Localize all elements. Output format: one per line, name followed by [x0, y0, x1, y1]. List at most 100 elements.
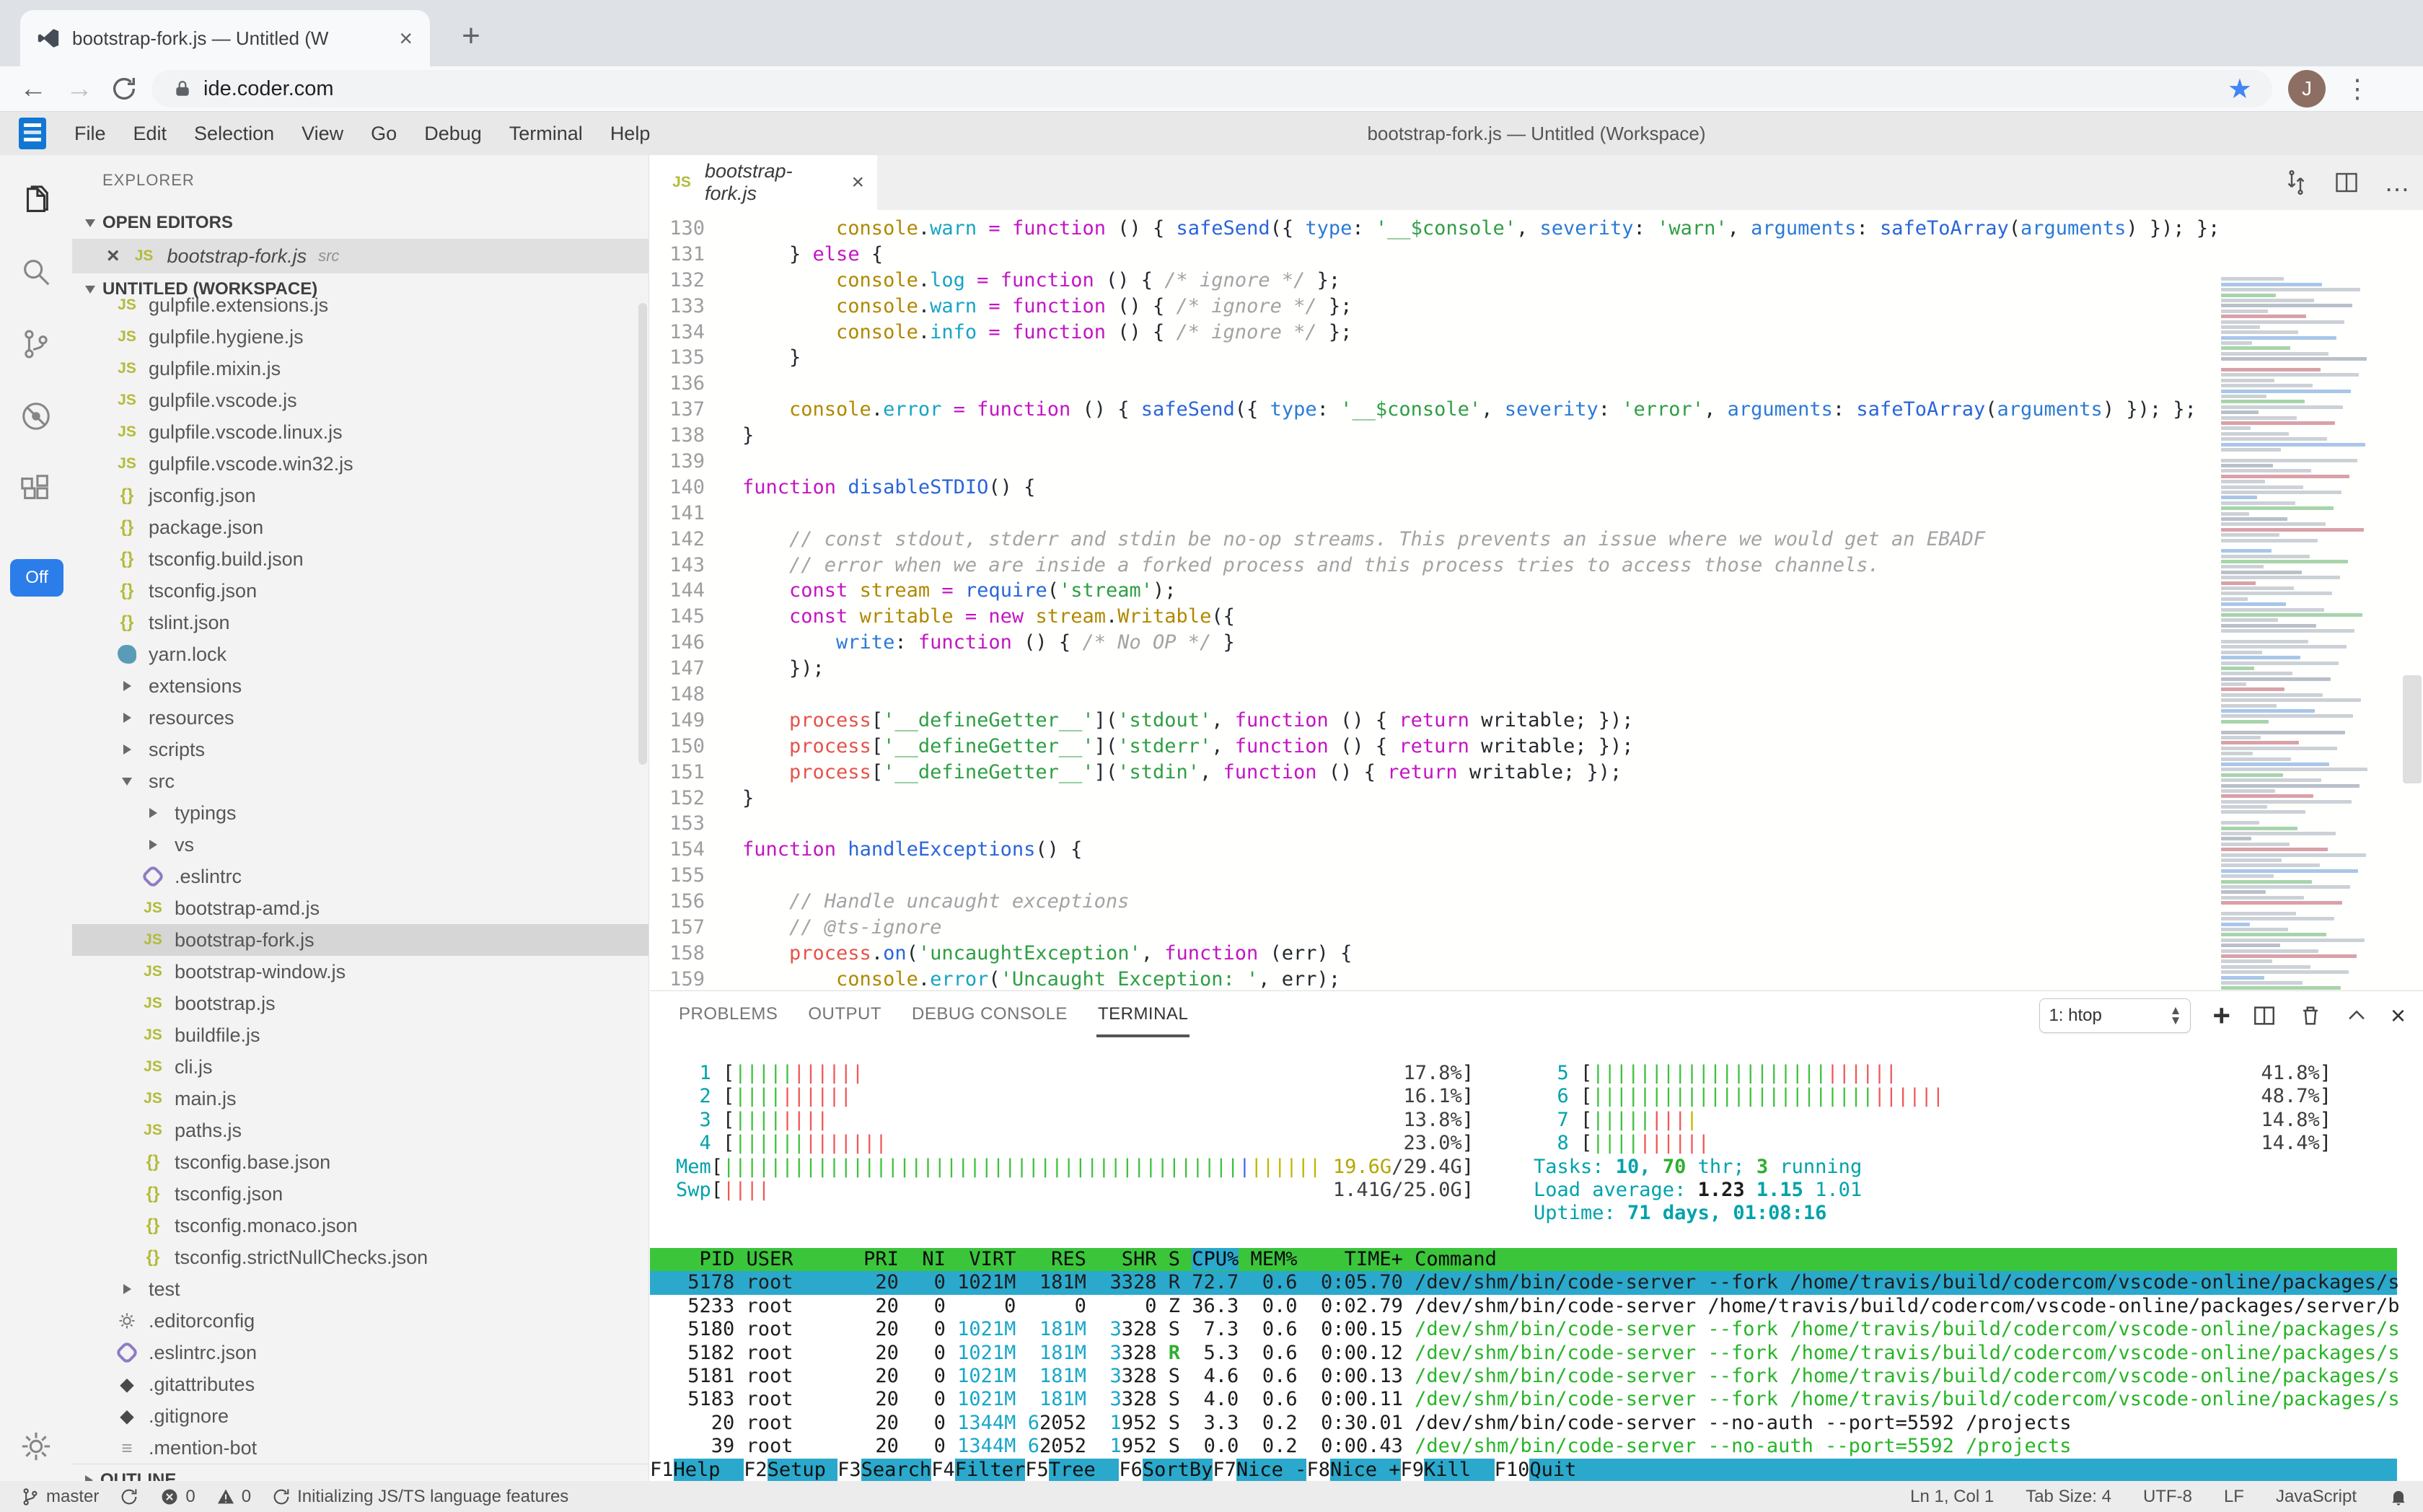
close-icon[interactable]: ×: [107, 244, 120, 268]
tree-folder-extensions[interactable]: extensions: [72, 670, 648, 702]
close-panel-icon[interactable]: ×: [2390, 1001, 2406, 1030]
tree-item-gulpfile.extensions.js[interactable]: JS gulpfile.extensions.js: [118, 296, 329, 316]
tree-item-jsconfig.json[interactable]: {} jsconfig.json: [120, 484, 256, 506]
htop-process-row[interactable]: 5181 root 20 0 1021M 181M 3328 S 4.6 0.6…: [676, 1364, 2400, 1387]
status-0[interactable]: 0: [159, 1487, 195, 1507]
terminal-htop[interactable]: 1 [||||| |||||| 17.8%] 2 [|||| |||||| 16.1%]…: [650, 1040, 2423, 1482]
panel-tab-output[interactable]: OUTPUT: [808, 1004, 882, 1024]
menu-go[interactable]: Go: [371, 122, 397, 144]
off-badge[interactable]: Off: [10, 559, 63, 597]
open-editors-header[interactable]: OPEN EDITORS: [72, 207, 648, 239]
fkey-F8[interactable]: F8: [1306, 1459, 1330, 1481]
settings-gear-icon[interactable]: [0, 1412, 72, 1481]
open-changes-icon[interactable]: [2283, 170, 2309, 195]
tree-item-tsconfig.base.json[interactable]: {} tsconfig.base.json: [146, 1151, 331, 1173]
tree-item-gulpfile.vscode.js[interactable]: JS gulpfile.vscode.js: [118, 389, 297, 411]
back-button[interactable]: ←: [19, 73, 47, 104]
htop-process-row[interactable]: 39 root 20 0 1344M 62052 1952 S 0.0 0.2 …: [676, 1435, 2072, 1458]
fkey-F7[interactable]: F7: [1213, 1459, 1236, 1481]
htop-process-row[interactable]: 5182 root 20 0 1021M 181M 3328 R 5.3 0.6…: [676, 1341, 2400, 1364]
tree-item-tsconfig.monaco.json[interactable]: {} tsconfig.monaco.json: [146, 1214, 358, 1236]
htop-process-row[interactable]: 5178 root 20 0 1021M 181M 3328 R 72.7 0.…: [650, 1271, 2400, 1295]
tree-item-paths.js[interactable]: JS paths.js: [144, 1119, 242, 1141]
tree-folder-resources[interactable]: resources: [72, 702, 648, 734]
fkey-F1[interactable]: F1: [650, 1459, 674, 1481]
fkey-F9[interactable]: F9: [1400, 1459, 1425, 1481]
tree-item-main.js[interactable]: JS main.js: [144, 1087, 237, 1109]
new-terminal-icon[interactable]: +: [2212, 998, 2230, 1032]
tree-item-package.json[interactable]: {} package.json: [120, 516, 264, 538]
tree-item-bootstrap-fork.js[interactable]: JS bootstrap-fork.js: [72, 924, 648, 956]
outline-header[interactable]: OUTLINE: [72, 1464, 648, 1481]
panel-tab-problems[interactable]: PROBLEMS: [679, 1004, 778, 1024]
bell-icon[interactable]: [2388, 1486, 2409, 1507]
status-sync[interactable]: [119, 1487, 139, 1507]
sidebar-scrollbar[interactable]: [638, 303, 647, 765]
tree-item-gulpfile.vscode.win32.js[interactable]: JS gulpfile.vscode.win32.js: [118, 452, 353, 475]
tab-close-icon[interactable]: ×: [399, 25, 413, 51]
status-initializing-js-ts-language-features[interactable]: Initializing JS/TS language features: [271, 1487, 568, 1507]
tree-item-bootstrap-amd.js[interactable]: JS bootstrap-amd.js: [144, 897, 320, 919]
htop-process-row[interactable]: 5180 root 20 0 1021M 181M 3328 S 7.3 0.6…: [676, 1318, 2400, 1341]
tree-item-.gitattributes[interactable]: ◆ .gitattributes: [120, 1373, 255, 1395]
browser-menu-icon[interactable]: ⋮: [2344, 74, 2370, 103]
panel-tab-terminal[interactable]: TERMINAL: [1096, 994, 1190, 1037]
tree-item-yarn.lock[interactable]: yarn.lock: [72, 638, 648, 670]
tree-item-tsconfig.strictNullChecks.json[interactable]: {} tsconfig.strictNullChecks.json: [146, 1246, 428, 1268]
status-lf[interactable]: LF: [2223, 1486, 2244, 1506]
menu-file[interactable]: File: [74, 122, 106, 144]
menu-terminal[interactable]: Terminal: [509, 122, 583, 144]
tree-item-bootstrap.js[interactable]: JS bootstrap.js: [144, 992, 276, 1014]
status-ln-1-col-1[interactable]: Ln 1, Col 1: [1910, 1486, 1995, 1506]
tree-item-.mention-bot[interactable]: ≡ .mention-bot: [121, 1436, 258, 1459]
tree-item-tsconfig.build.json[interactable]: {} tsconfig.build.json: [120, 548, 304, 570]
fkey-F3[interactable]: F3: [837, 1459, 861, 1481]
code-editor[interactable]: 130 console.warn = function () { safeSen…: [650, 210, 2423, 990]
tree-folder-src[interactable]: src: [72, 765, 648, 797]
status-utf-8[interactable]: UTF-8: [2142, 1486, 2192, 1506]
tree-item-.eslintrc[interactable]: .eslintrc: [72, 861, 648, 892]
editor-scrollbar[interactable]: [2403, 675, 2422, 783]
minimap[interactable]: [2221, 272, 2394, 990]
workspace-header[interactable]: UNTITLED (WORKSPACE): [72, 273, 648, 305]
bookmark-star-icon[interactable]: ★: [2227, 74, 2252, 105]
tree-item-gulpfile.vscode.linux.js[interactable]: JS gulpfile.vscode.linux.js: [118, 421, 343, 443]
tree-item-.gitignore[interactable]: ◆ .gitignore: [120, 1405, 229, 1427]
kill-terminal-trash-icon[interactable]: [2298, 1003, 2323, 1028]
tree-folder-typings[interactable]: typings: [72, 797, 648, 829]
status-0[interactable]: 0: [216, 1487, 251, 1507]
tree-item-tsconfig.json[interactable]: {} tsconfig.json: [120, 579, 258, 602]
source-control-icon[interactable]: [0, 309, 72, 379]
htop-process-row[interactable]: 5183 root 20 0 1021M 181M 3328 S 4.0 0.6…: [676, 1388, 2400, 1411]
htop-process-row[interactable]: 20 root 20 0 1344M 62052 1952 S 3.3 0.2 …: [676, 1411, 2072, 1434]
browser-tab[interactable]: bootstrap-fork.js — Untitled (W ×: [20, 10, 430, 66]
tree-item-cli.js[interactable]: JS cli.js: [144, 1055, 213, 1078]
editor-tab[interactable]: JS bootstrap-fork.js ×: [650, 155, 877, 210]
tree-folder-vs[interactable]: vs: [72, 829, 648, 861]
fkey-F2[interactable]: F2: [744, 1459, 768, 1481]
debug-icon[interactable]: [0, 382, 72, 451]
panel-tab-debug-console[interactable]: DEBUG CONSOLE: [912, 1004, 1068, 1024]
forward-button[interactable]: →: [66, 73, 93, 104]
tree-item-.editorconfig[interactable]: .editorconfig: [72, 1305, 648, 1337]
tree-item-buildfile.js[interactable]: JS buildfile.js: [144, 1024, 260, 1046]
maximize-panel-icon[interactable]: [2344, 1003, 2369, 1028]
menu-view[interactable]: View: [302, 122, 344, 144]
more-actions-icon[interactable]: …: [2384, 167, 2411, 197]
tree-item-gulpfile.mixin.js[interactable]: JS gulpfile.mixin.js: [118, 357, 281, 379]
tree-folder-test[interactable]: test: [72, 1273, 648, 1305]
htop-process-row[interactable]: 5233 root 20 0 0 0 0 Z 36.3 0.0 0:02.79 …: [676, 1294, 2400, 1317]
status-master[interactable]: master: [20, 1487, 99, 1507]
explorer-icon[interactable]: [0, 167, 72, 236]
split-editor-icon[interactable]: [2334, 170, 2360, 195]
reload-button[interactable]: [110, 74, 138, 103]
tree-item-.eslintrc.json[interactable]: .eslintrc.json: [72, 1337, 648, 1368]
fkey-F5[interactable]: F5: [1025, 1459, 1049, 1481]
menu-debug[interactable]: Debug: [424, 122, 482, 144]
status-tab-size-4[interactable]: Tab Size: 4: [2026, 1486, 2111, 1506]
tree-item-tsconfig.json[interactable]: {} tsconfig.json: [146, 1182, 283, 1205]
fkey-F10[interactable]: F10: [1494, 1459, 1530, 1481]
url-bar[interactable]: ide.coder.com ★: [151, 70, 2272, 107]
open-editor-item[interactable]: × JS bootstrap-fork.js src: [72, 239, 648, 273]
menu-selection[interactable]: Selection: [194, 122, 275, 144]
